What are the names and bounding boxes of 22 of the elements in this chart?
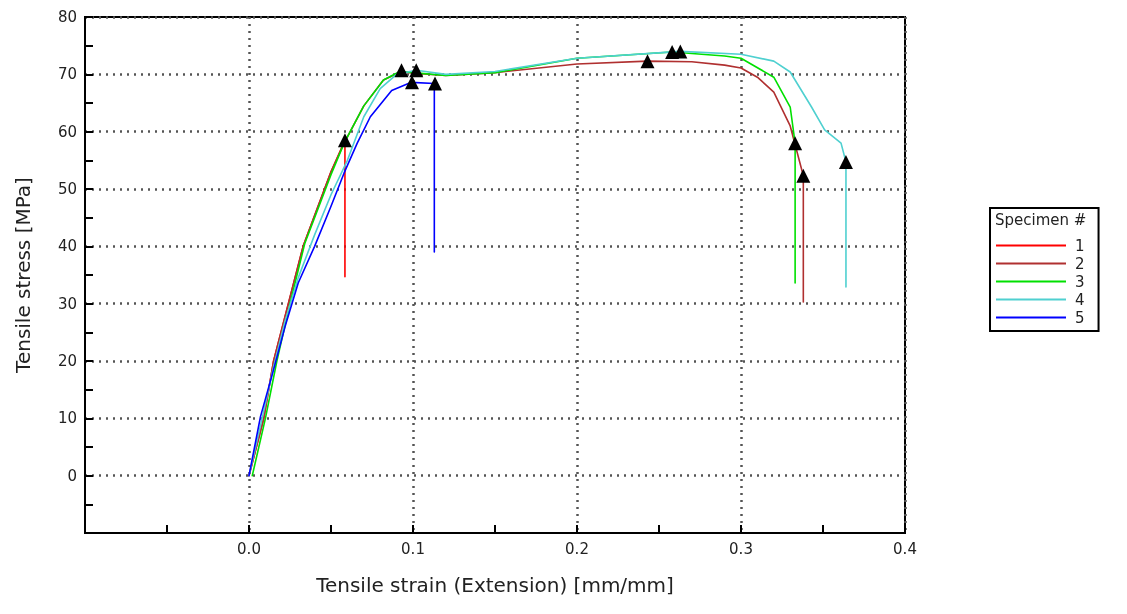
y-tick-label: 60 [57, 122, 77, 141]
y-tick-label: 10 [57, 409, 77, 428]
x-tick-label: 0.0 [237, 539, 261, 558]
legend-label: 2 [1075, 254, 1085, 273]
y-tick-label: 30 [57, 294, 77, 313]
x-tick-label: 0.2 [565, 539, 589, 558]
legend-label: 1 [1075, 236, 1085, 255]
legend-label: 5 [1075, 308, 1085, 327]
y-tick-label: 50 [57, 180, 77, 198]
legend-label: 4 [1075, 290, 1085, 309]
y-tick-label: 40 [57, 237, 77, 256]
legend-title: Specimen # [995, 210, 1087, 229]
y-tick-label: 80 [57, 8, 77, 26]
legend-label: 3 [1075, 272, 1085, 291]
x-tick-label: 0.3 [729, 539, 753, 558]
y-axis-title: Tensile stress [MPa] [11, 177, 35, 374]
x-tick-label: 0.4 [893, 539, 917, 558]
y-tick-label: 0 [67, 466, 77, 485]
y-tick-label: 70 [57, 65, 77, 84]
y-tick-label: 20 [57, 352, 77, 370]
x-axis-title: Tensile strain (Extension) [mm/mm] [315, 573, 674, 597]
x-tick-label: 0.1 [401, 539, 425, 558]
